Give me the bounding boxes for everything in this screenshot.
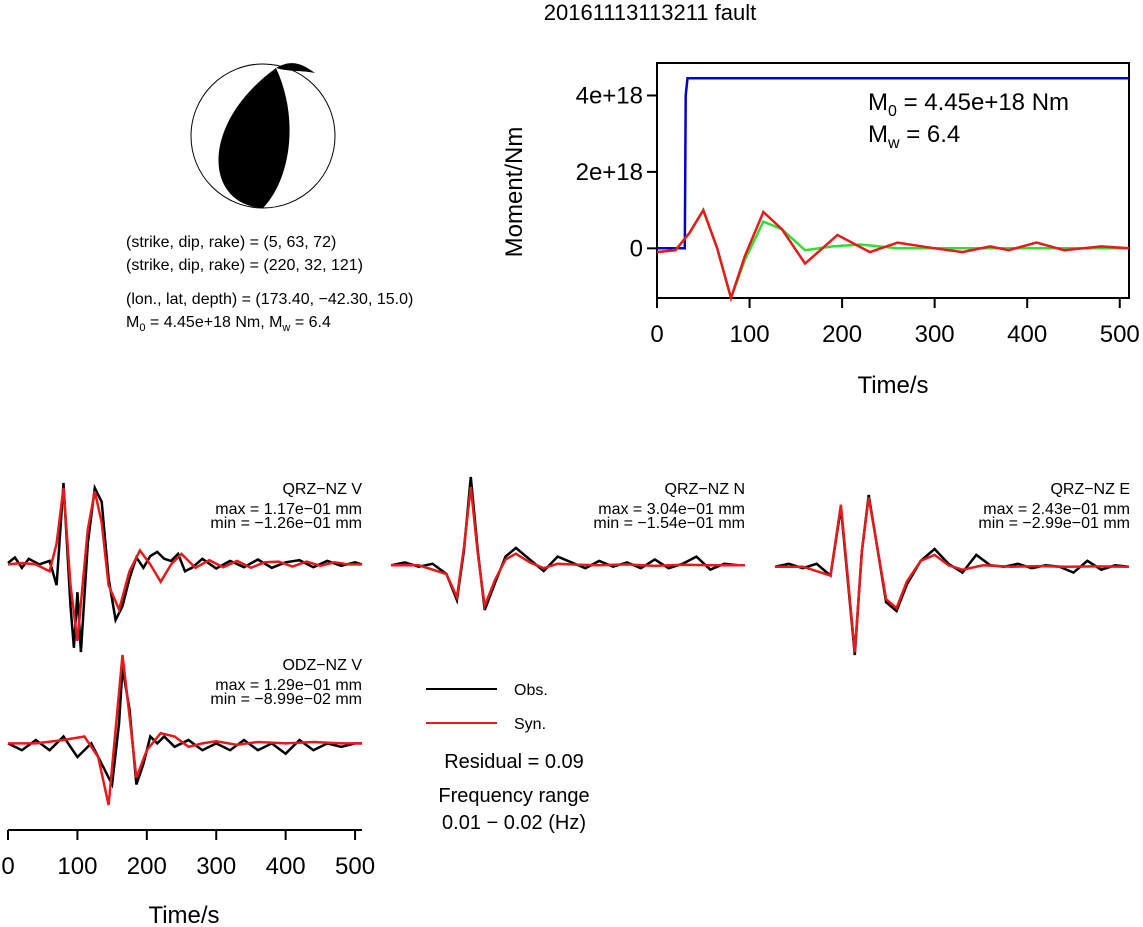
moment-series-group (656, 77, 1130, 303)
waveform-xtick-label: 0 (1, 853, 14, 880)
moment-xtick-label: 500 (1100, 321, 1140, 348)
station-max-qrz-v: max = 1.17e−01 mm (215, 501, 362, 518)
moment-xlabel: Time/s (857, 372, 928, 399)
waveform-xlabel: Time/s (148, 902, 219, 927)
station-name-qrz-e: QRZ−NZ E (1050, 481, 1130, 498)
station-name-qrz-v: QRZ−NZ V (282, 481, 362, 498)
mechanism-line-4: M0 = 4.45e+18 Nm, Mw = 6.4 (126, 314, 331, 334)
station-min-qrz-v: min = −1.26e−01 mm (210, 515, 362, 532)
residual-label: Residual = 0.09 (444, 751, 584, 773)
moment-xtick-label: 100 (730, 321, 770, 348)
station-name-odz-v: ODZ−NZ V (282, 657, 362, 674)
moment-xtick-label: 400 (1007, 321, 1047, 348)
moment-panel: 4e+18 2e+18 0 0 100 200 300 400 500 Moment/Nm T… (501, 62, 1140, 399)
waveform-xtick-label: 400 (266, 853, 306, 880)
frequency-range-title: Frequency range (438, 785, 589, 807)
station-max-qrz-n: max = 3.04e−01 mm (598, 501, 745, 518)
station-labels: QRZ−NZ V max = 1.17e−01 mm min = −1.26e−… (210, 481, 1130, 708)
mechanism-info: (strike, dip, rake) = (5, 63, 72) (strik… (126, 234, 413, 334)
waveform-xtick-label: 300 (196, 853, 236, 880)
mechanism-line-2: (strike, dip, rake) = (220, 32, 121) (126, 257, 363, 274)
station-min-odz-v: min = −8.99e−02 mm (210, 691, 362, 708)
legend-syn-label: Syn. (514, 716, 546, 733)
station-name-qrz-n: QRZ−NZ N (665, 481, 745, 498)
beachball-compression-small (276, 63, 315, 73)
waveform-x-axis: 0 100 200 300 400 500 (1, 829, 375, 880)
waveform-qrz-e-syn (775, 497, 1130, 653)
waveform-odz-v-syn (8, 654, 362, 806)
station-max-qrz-e: max = 2.43e−01 mm (983, 501, 1130, 518)
station-min-qrz-n: min = −1.54e−01 mm (593, 515, 745, 532)
figure-title: 20161113113211 fault (544, 0, 756, 25)
frequency-range-value: 0.01 − 0.02 (Hz) (442, 812, 586, 834)
waveform-qrz-v-syn (7, 487, 362, 642)
moment-plot-frame (656, 62, 1130, 299)
mechanism-line-1: (strike, dip, rake) = (5, 63, 72) (126, 234, 336, 251)
moment-rate-syn-line (656, 207, 1130, 303)
moment-xtick-label: 0 (650, 321, 663, 348)
beachball (190, 63, 336, 209)
station-max-odz-v: max = 1.29e−01 mm (215, 677, 362, 694)
moment-xtick-label: 200 (822, 321, 862, 348)
waveform-qrz-v-obs (7, 482, 363, 653)
moment-ytick-label: 4e+18 (576, 82, 643, 109)
legend: Obs. Syn. Residual = 0.09 Frequency rang… (426, 682, 590, 834)
moment-y-axis: 4e+18 2e+18 0 (576, 82, 657, 262)
waveform-xtick-label: 100 (57, 853, 97, 880)
moment-mw-label: Mw = 6.4 (868, 121, 960, 152)
legend-obs-label: Obs. (514, 682, 548, 699)
waveform-xtick-label: 500 (335, 853, 375, 880)
waveform-panels (7, 476, 1130, 806)
moment-x-axis: 0 100 200 300 400 500 (650, 298, 1140, 348)
moment-ytick-label: 2e+18 (576, 159, 643, 186)
beachball-compression-large (218, 68, 290, 208)
moment-ytick-label: 0 (630, 235, 643, 262)
moment-m0-label: M0 = 4.45e+18 Nm (868, 89, 1069, 120)
station-min-qrz-e: min = −2.99e−01 mm (978, 515, 1130, 532)
moment-xtick-label: 300 (915, 321, 955, 348)
waveform-qrz-n-syn (391, 486, 745, 611)
mechanism-line-3: (lon., lat, depth) = (173.40, −42.30, 15… (126, 291, 413, 308)
waveform-xtick-label: 200 (127, 853, 167, 880)
moment-ylabel: Moment/Nm (501, 127, 528, 258)
